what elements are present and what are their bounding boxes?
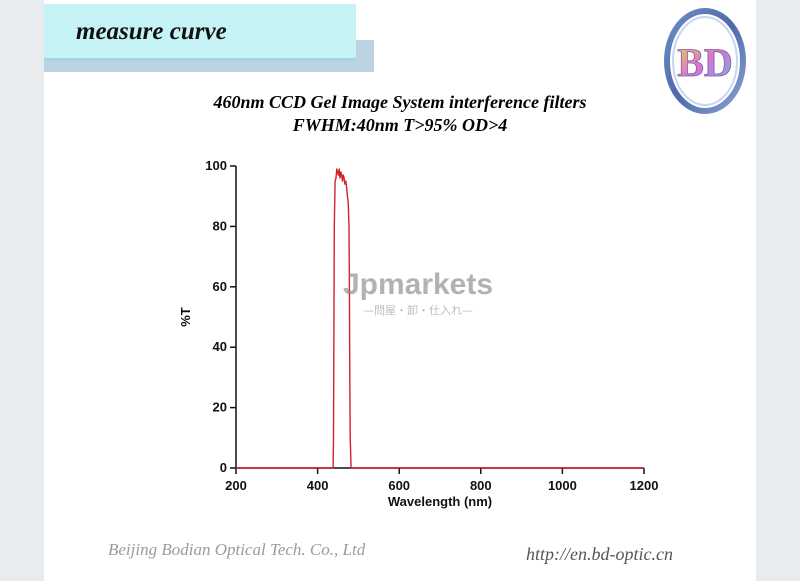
x-axis-label: Wavelength (nm) (388, 494, 492, 509)
chart-title-line1: 460nm CCD Gel Image System interference … (213, 92, 587, 112)
bd-optic-logo-icon: BD (664, 8, 746, 114)
x-tick-label: 1000 (548, 478, 577, 493)
y-tick-label: 60 (213, 279, 227, 294)
jpmarkets-watermark: Jpmarkets —問屋・卸・仕入れ— (343, 268, 493, 317)
chart-ticks: 0 20 40 60 80 100 200 400 600 800 1000 1200 (205, 158, 658, 493)
x-tick-label: 800 (470, 478, 492, 493)
y-tick-label: 20 (213, 400, 227, 415)
series-line-0 (236, 168, 644, 469)
y-tick-label: 0 (220, 460, 227, 475)
y-tick-label: 100 (205, 158, 227, 173)
chart-title-line2: FWHM:40nm T>95% OD>4 (292, 115, 508, 135)
header-title: measure curve (76, 18, 227, 45)
header-band: measure curve (44, 0, 374, 72)
y-axis-label: %T (178, 307, 193, 327)
x-tick-label: 1200 (630, 478, 659, 493)
footer-url[interactable]: http://en.bd-optic.cn (526, 544, 673, 564)
y-tick-label: 40 (213, 339, 227, 354)
footer-company: Beijing Bodian Optical Tech. Co., Ltd (108, 540, 366, 559)
x-tick-label: 600 (388, 478, 410, 493)
x-tick-label: 200 (225, 478, 247, 493)
watermark-brand: Jpmarkets (343, 268, 493, 301)
header-box: measure curve (44, 4, 356, 61)
watermark-tagline: —問屋・卸・仕入れ— (363, 303, 473, 317)
page: measure curve BD 460nm CCD Gel Image Sys… (44, 0, 756, 581)
x-tick-label: 400 (307, 478, 329, 493)
logo-letters: BD (677, 40, 733, 85)
chart-series (236, 168, 644, 469)
y-tick-label: 80 (213, 218, 227, 233)
transmission-chart: 0 20 40 60 80 100 200 400 600 800 1000 1200 %T Wave… (178, 158, 658, 509)
